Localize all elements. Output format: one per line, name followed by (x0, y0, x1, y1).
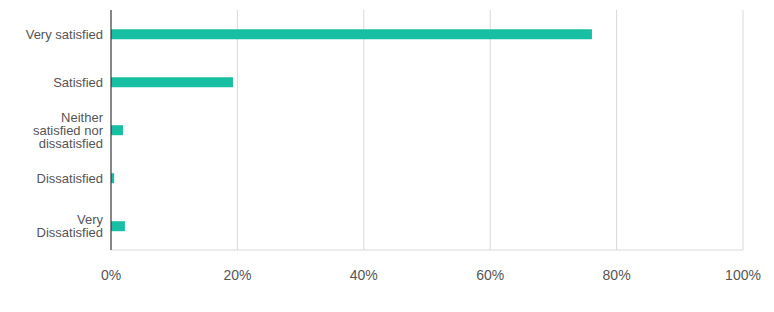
svg-text:20%: 20% (223, 267, 251, 283)
svg-text:60%: 60% (476, 267, 504, 283)
svg-text:Neithersatisfied nordissatisfi: Neithersatisfied nordissatisfied (33, 110, 104, 151)
svg-text:VeryDissatisfied: VeryDissatisfied (37, 212, 104, 240)
svg-text:0%: 0% (101, 267, 121, 283)
svg-text:Very satisfied: Very satisfied (26, 27, 103, 42)
svg-text:Dissatisfied: Dissatisfied (37, 171, 103, 186)
svg-text:Satisfied: Satisfied (53, 75, 103, 90)
svg-text:80%: 80% (603, 267, 631, 283)
svg-text:40%: 40% (350, 267, 378, 283)
svg-text:100%: 100% (725, 267, 761, 283)
